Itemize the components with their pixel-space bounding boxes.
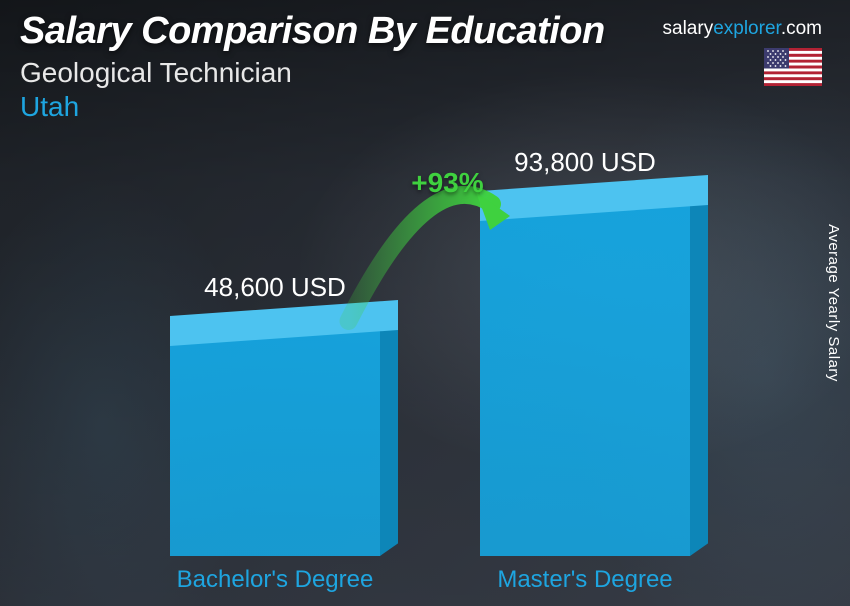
chart-area: 48,600 USDBachelor's Degree93,800 USDMas…: [0, 146, 850, 606]
brand-accent: explorer: [713, 18, 781, 39]
flag-icon: [764, 48, 822, 86]
brand-main: salary: [663, 18, 714, 39]
chart-subtitle: Geological Technician: [20, 57, 830, 89]
brand-label: salaryexplorer.com: [663, 18, 822, 40]
brand-suffix: .com: [781, 18, 822, 39]
chart-location: Utah: [20, 91, 830, 123]
increase-arrow: [0, 146, 850, 606]
increase-percent-label: +93%: [411, 167, 483, 199]
